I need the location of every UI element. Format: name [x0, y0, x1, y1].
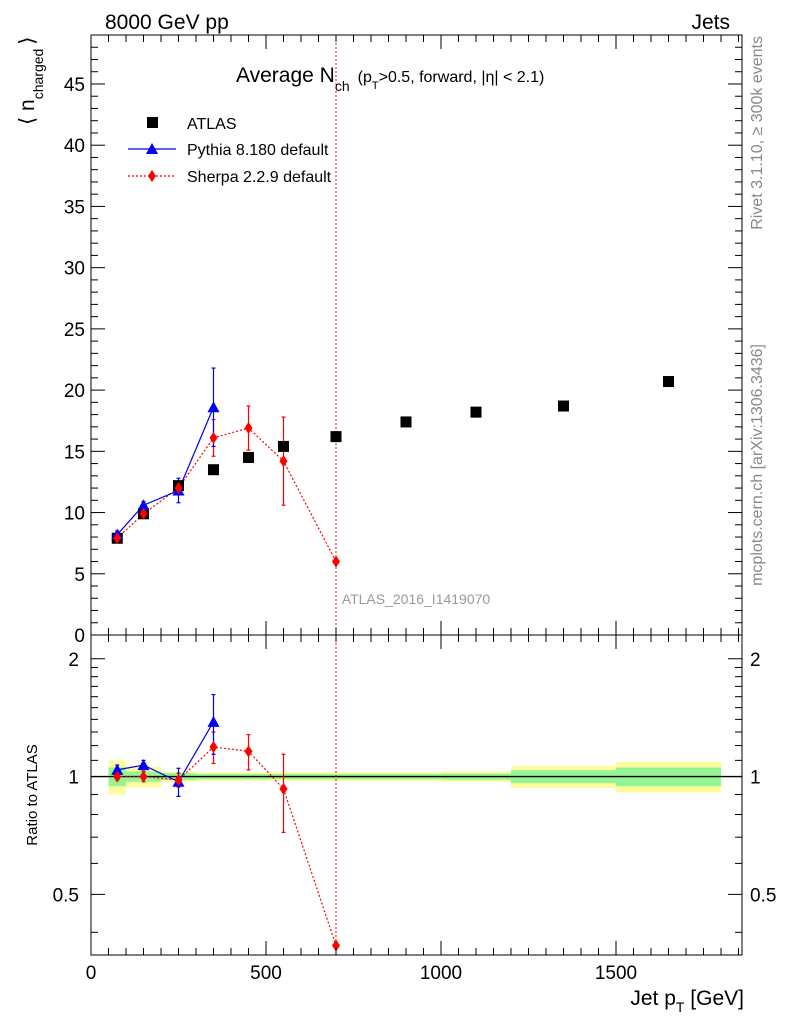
- ratio-axis-label: Ratio to ATLAS: [24, 744, 41, 845]
- title-main-sub: ch: [335, 78, 350, 94]
- sherpa-ratio-point: [113, 770, 122, 783]
- pythia-point: [137, 499, 150, 511]
- atlas-point: [278, 440, 289, 452]
- y-tick-label: 0: [74, 626, 85, 647]
- sherpa-ratio-point: [209, 741, 218, 753]
- atlas-point: [208, 464, 219, 476]
- ratio-y-tick-label: 0.5: [53, 885, 79, 906]
- y-axis-label: ⟨ ncharged ⟩: [16, 36, 46, 125]
- mcplots-label: mcplots.cern.ch [arXiv:1306.3436]: [749, 344, 766, 586]
- x-tick-label: 1500: [595, 963, 637, 984]
- main-series-layer: [111, 367, 674, 568]
- plot-title: Average Nch (pT>0.5, forward, |η| < 2.1): [236, 64, 544, 94]
- ratio-y-tick-label-right: 1: [750, 768, 761, 789]
- legend-pythia-marker: [146, 143, 158, 154]
- sherpa-ratio-point: [279, 782, 288, 795]
- y-tick-label: 20: [64, 381, 85, 402]
- y-label-open: ⟨ n: [16, 99, 39, 125]
- legend-sherpa-marker: [148, 170, 156, 182]
- y-tick-label: 10: [64, 504, 85, 525]
- sherpa-point: [113, 532, 122, 545]
- atlas-point: [558, 400, 569, 412]
- header-energy-label: 8000 GeV pp: [105, 11, 229, 34]
- x-label-unit: [GeV]: [684, 987, 744, 1010]
- ratio-y-tick-label: 2: [68, 650, 79, 671]
- sherpa-point: [244, 422, 253, 435]
- header-jets-label: Jets: [691, 11, 730, 34]
- legend-atlas-label: ATLAS: [187, 116, 237, 133]
- atlas-point: [470, 406, 482, 418]
- sherpa-line: [116, 427, 337, 562]
- sherpa-point: [139, 507, 148, 520]
- legend-sherpa-label: Sherpa 2.2.9 default: [187, 169, 332, 186]
- sherpa-ratio-point: [332, 939, 340, 952]
- sherpa-point: [279, 455, 288, 468]
- x-axis-label: Jet pT [GeV]: [630, 987, 744, 1015]
- ratio-y-tick-label-right: 2: [750, 650, 761, 671]
- atlas-point: [663, 376, 674, 388]
- y-tick-label: 45: [64, 75, 85, 96]
- pythia-ratio-line: [117, 721, 215, 783]
- atlas-point: [330, 431, 342, 443]
- x-tick-label: 1000: [420, 963, 462, 984]
- title-cond-a: (p: [358, 69, 372, 86]
- y-tick-label: 25: [64, 320, 85, 341]
- pythia-point: [207, 401, 220, 413]
- pythia-line: [116, 407, 215, 535]
- sherpa-ratio-point: [244, 745, 253, 758]
- pythia-ratio-point: [207, 715, 220, 727]
- title-main: Average N: [236, 64, 335, 87]
- atlas-point: [243, 451, 254, 463]
- legend-atlas-marker: [147, 117, 158, 128]
- y-tick-label: 30: [64, 259, 85, 280]
- sherpa-point: [174, 482, 183, 495]
- atlas-point: [400, 416, 412, 428]
- x-tick-label: 0: [86, 963, 97, 984]
- legend: ATLAS Pythia 8.180 default Sherpa 2.2.9 …: [128, 116, 332, 186]
- sherpa-ratio-point: [174, 773, 183, 786]
- pythia-ratio-point: [111, 763, 124, 775]
- ratio-y-tick-label: 1: [68, 768, 79, 789]
- pythia-ratio-point: [137, 759, 150, 771]
- x-tick-label: 500: [250, 963, 282, 984]
- y-tick-label: 40: [64, 136, 85, 157]
- x-label-sub: T: [676, 999, 685, 1015]
- y-tick-label: 15: [64, 442, 85, 463]
- ratio-plot-frame: [90, 634, 743, 956]
- y-label-sub: charged: [30, 49, 46, 100]
- legend-pythia-label: Pythia 8.180 default: [187, 142, 329, 159]
- analysis-watermark: ATLAS_2016_I1419070: [342, 591, 491, 607]
- y-tick-label: 5: [74, 565, 85, 586]
- ratio-y-tick-label-right: 0.5: [750, 885, 776, 906]
- sherpa-point: [209, 431, 218, 444]
- y-tick-label: 35: [64, 197, 85, 218]
- ratio-series-layer: [111, 693, 340, 952]
- x-label-main: Jet p: [630, 987, 676, 1010]
- sherpa-point: [332, 555, 340, 568]
- rivet-version-label: Rivet 3.1.10, ≥ 300k events: [749, 36, 766, 230]
- y-label-close: ⟩: [16, 36, 39, 44]
- title-cond-b: >0.5, forward, |η| < 2.1): [379, 69, 545, 86]
- sherpa-ratio-point: [139, 770, 148, 783]
- title-cond-sub: T: [372, 80, 379, 92]
